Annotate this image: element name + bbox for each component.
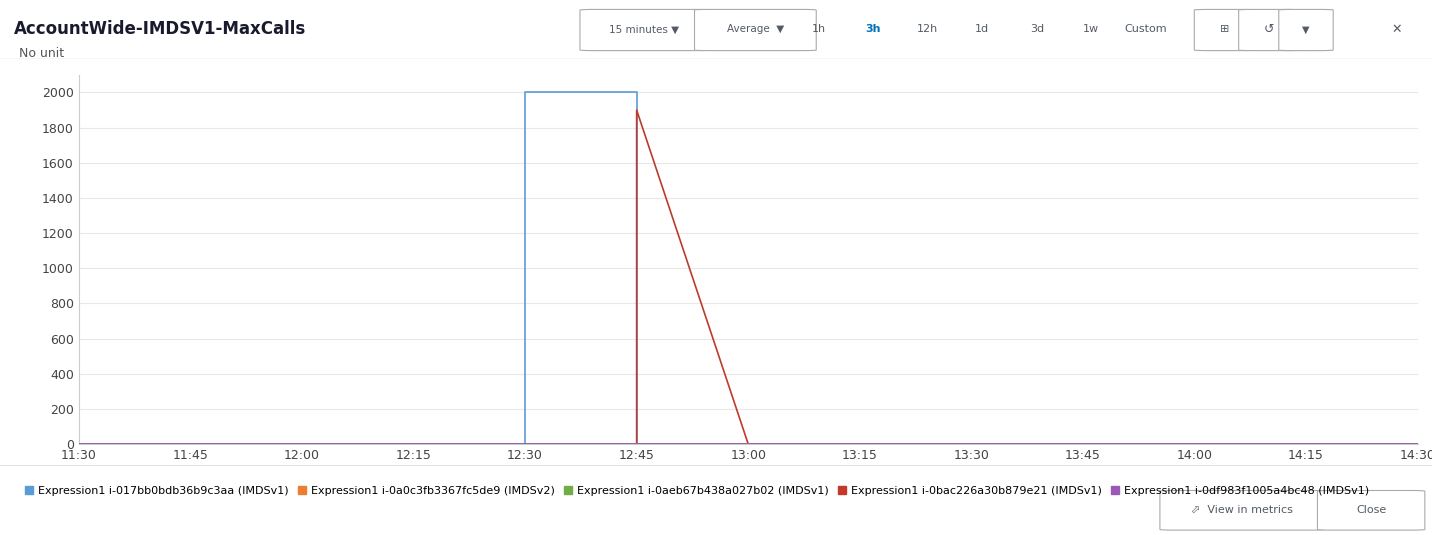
Text: ▼: ▼ xyxy=(1302,25,1310,34)
Expression1 i-0df983f1005a4bc48 (IMDSv1) xyxy=(182,440,199,447)
Expression1 i-017bb0bdb36b9c3aa (IMDSv1) xyxy=(851,441,868,447)
Expression1 i-0a0c3fb3367fc5de9 (IMDSv2) xyxy=(962,440,979,447)
FancyBboxPatch shape xyxy=(1239,10,1299,51)
Expression1 i-017bb0bdb36b9c3aa (IMDSv1) xyxy=(294,441,311,447)
Expression1 i-0a0c3fb3367fc5de9 (IMDSv2) xyxy=(517,440,534,447)
Text: 3h: 3h xyxy=(866,25,881,34)
Expression1 i-0bac226a30b879e21 (IMDSv1) xyxy=(629,441,646,447)
Expression1 i-0a0c3fb3367fc5de9 (IMDSv2) xyxy=(740,440,758,447)
Expression1 i-0aeb67b438a027b02 (IMDSv1) xyxy=(294,441,311,447)
Expression1 i-0bac226a30b879e21 (IMDSv1) xyxy=(1297,441,1315,447)
Expression1 i-017bb0bdb36b9c3aa (IMDSv1) xyxy=(182,441,199,447)
Text: 1w: 1w xyxy=(1083,25,1100,34)
Expression1 i-017bb0bdb36b9c3aa (IMDSv1) xyxy=(1186,441,1203,447)
Expression1 i-0aeb67b438a027b02 (IMDSv1) xyxy=(962,441,979,447)
Expression1 i-017bb0bdb36b9c3aa (IMDSv1) xyxy=(517,89,534,96)
Expression1 i-0bac226a30b879e21 (IMDSv1) xyxy=(517,441,534,447)
Expression1 i-017bb0bdb36b9c3aa (IMDSv1) xyxy=(1297,441,1315,447)
FancyBboxPatch shape xyxy=(580,10,709,51)
Expression1 i-017bb0bdb36b9c3aa (IMDSv1) xyxy=(962,441,979,447)
Expression1 i-0bac226a30b879e21 (IMDSv1) xyxy=(962,441,979,447)
Expression1 i-017bb0bdb36b9c3aa (IMDSv1) xyxy=(1074,441,1091,447)
Expression1 i-0aeb67b438a027b02 (IMDSv1) xyxy=(70,441,87,447)
Expression1 i-0df983f1005a4bc48 (IMDSv1) xyxy=(517,440,534,447)
Text: Close: Close xyxy=(1356,505,1386,515)
Expression1 i-0df983f1005a4bc48 (IMDSv1) xyxy=(405,440,422,447)
Expression1 i-0df983f1005a4bc48 (IMDSv1) xyxy=(1409,440,1426,447)
Text: 15 minutes ▼: 15 minutes ▼ xyxy=(610,25,679,34)
Expression1 i-0a0c3fb3367fc5de9 (IMDSv2) xyxy=(405,440,422,447)
Expression1 i-0df983f1005a4bc48 (IMDSv1) xyxy=(629,440,646,447)
Text: ↺: ↺ xyxy=(1263,23,1274,36)
Text: 1h: 1h xyxy=(812,25,826,34)
Expression1 i-0df983f1005a4bc48 (IMDSv1) xyxy=(962,440,979,447)
Text: No unit: No unit xyxy=(19,47,63,60)
Expression1 i-017bb0bdb36b9c3aa (IMDSv1) xyxy=(70,441,87,447)
Text: AccountWide-IMDSV1-MaxCalls: AccountWide-IMDSV1-MaxCalls xyxy=(14,20,306,39)
Expression1 i-0bac226a30b879e21 (IMDSv1) xyxy=(1074,441,1091,447)
Expression1 i-0aeb67b438a027b02 (IMDSv1) xyxy=(851,441,868,447)
FancyBboxPatch shape xyxy=(1160,491,1325,530)
FancyBboxPatch shape xyxy=(1279,10,1333,51)
Text: 3d: 3d xyxy=(1030,25,1044,34)
Expression1 i-0bac226a30b879e21 (IMDSv1) xyxy=(405,441,422,447)
Expression1 i-0aeb67b438a027b02 (IMDSv1) xyxy=(1409,441,1426,447)
Text: 12h: 12h xyxy=(918,25,938,34)
Expression1 i-0bac226a30b879e21 (IMDSv1) xyxy=(851,441,868,447)
Expression1 i-0df983f1005a4bc48 (IMDSv1) xyxy=(70,440,87,447)
Expression1 i-0a0c3fb3367fc5de9 (IMDSv2) xyxy=(70,440,87,447)
Expression1 i-0df983f1005a4bc48 (IMDSv1) xyxy=(1074,440,1091,447)
Expression1 i-0df983f1005a4bc48 (IMDSv1) xyxy=(1297,440,1315,447)
Expression1 i-0bac226a30b879e21 (IMDSv1) xyxy=(70,441,87,447)
Text: Custom: Custom xyxy=(1124,25,1167,34)
Expression1 i-017bb0bdb36b9c3aa (IMDSv1) xyxy=(629,441,646,447)
Expression1 i-0df983f1005a4bc48 (IMDSv1) xyxy=(740,440,758,447)
Expression1 i-0aeb67b438a027b02 (IMDSv1) xyxy=(1186,441,1203,447)
Expression1 i-0a0c3fb3367fc5de9 (IMDSv2) xyxy=(1186,440,1203,447)
Text: ✕: ✕ xyxy=(1390,23,1402,36)
Expression1 i-0aeb67b438a027b02 (IMDSv1) xyxy=(517,441,534,447)
Expression1 i-0bac226a30b879e21 (IMDSv1) xyxy=(294,441,311,447)
Text: ⊞: ⊞ xyxy=(1220,25,1229,34)
Expression1 i-0aeb67b438a027b02 (IMDSv1) xyxy=(740,441,758,447)
Expression1 i-0a0c3fb3367fc5de9 (IMDSv2) xyxy=(1409,440,1426,447)
Expression1 i-0a0c3fb3367fc5de9 (IMDSv2) xyxy=(1074,440,1091,447)
Expression1 i-017bb0bdb36b9c3aa (IMDSv1) xyxy=(740,441,758,447)
Expression1 i-0a0c3fb3367fc5de9 (IMDSv2) xyxy=(1297,440,1315,447)
Expression1 i-0aeb67b438a027b02 (IMDSv1) xyxy=(1074,441,1091,447)
Expression1 i-0a0c3fb3367fc5de9 (IMDSv2) xyxy=(182,440,199,447)
Text: Average  ▼: Average ▼ xyxy=(727,25,783,34)
Text: ⬀  View in metrics: ⬀ View in metrics xyxy=(1191,505,1293,515)
FancyBboxPatch shape xyxy=(695,10,816,51)
Expression1 i-0df983f1005a4bc48 (IMDSv1) xyxy=(1186,440,1203,447)
Text: 1d: 1d xyxy=(975,25,990,34)
FancyBboxPatch shape xyxy=(1194,10,1254,51)
Expression1 i-0aeb67b438a027b02 (IMDSv1) xyxy=(1297,441,1315,447)
Legend: Expression1 i-017bb0bdb36b9c3aa (IMDSv1), Expression1 i-0a0c3fb3367fc5de9 (IMDSv: Expression1 i-017bb0bdb36b9c3aa (IMDSv1)… xyxy=(20,482,1373,500)
Expression1 i-0a0c3fb3367fc5de9 (IMDSv2) xyxy=(629,440,646,447)
Expression1 i-0a0c3fb3367fc5de9 (IMDSv2) xyxy=(851,440,868,447)
Expression1 i-0bac226a30b879e21 (IMDSv1) xyxy=(1409,441,1426,447)
Line: Expression1 i-017bb0bdb36b9c3aa (IMDSv1): Expression1 i-017bb0bdb36b9c3aa (IMDSv1) xyxy=(79,93,1418,444)
Expression1 i-0aeb67b438a027b02 (IMDSv1) xyxy=(182,441,199,447)
Expression1 i-0bac226a30b879e21 (IMDSv1) xyxy=(182,441,199,447)
Expression1 i-017bb0bdb36b9c3aa (IMDSv1) xyxy=(1409,441,1426,447)
Expression1 i-0bac226a30b879e21 (IMDSv1) xyxy=(1186,441,1203,447)
Expression1 i-0df983f1005a4bc48 (IMDSv1) xyxy=(294,440,311,447)
Expression1 i-0a0c3fb3367fc5de9 (IMDSv2) xyxy=(294,440,311,447)
Line: Expression1 i-0bac226a30b879e21 (IMDSv1): Expression1 i-0bac226a30b879e21 (IMDSv1) xyxy=(79,110,1418,444)
Expression1 i-0aeb67b438a027b02 (IMDSv1) xyxy=(629,441,646,447)
Expression1 i-017bb0bdb36b9c3aa (IMDSv1) xyxy=(629,89,646,96)
Expression1 i-017bb0bdb36b9c3aa (IMDSv1) xyxy=(405,441,422,447)
Expression1 i-0df983f1005a4bc48 (IMDSv1) xyxy=(851,440,868,447)
Expression1 i-0bac226a30b879e21 (IMDSv1) xyxy=(629,107,646,113)
Expression1 i-0bac226a30b879e21 (IMDSv1) xyxy=(740,441,758,447)
FancyBboxPatch shape xyxy=(1317,491,1425,530)
Expression1 i-0aeb67b438a027b02 (IMDSv1) xyxy=(405,441,422,447)
Expression1 i-017bb0bdb36b9c3aa (IMDSv1) xyxy=(517,441,534,447)
